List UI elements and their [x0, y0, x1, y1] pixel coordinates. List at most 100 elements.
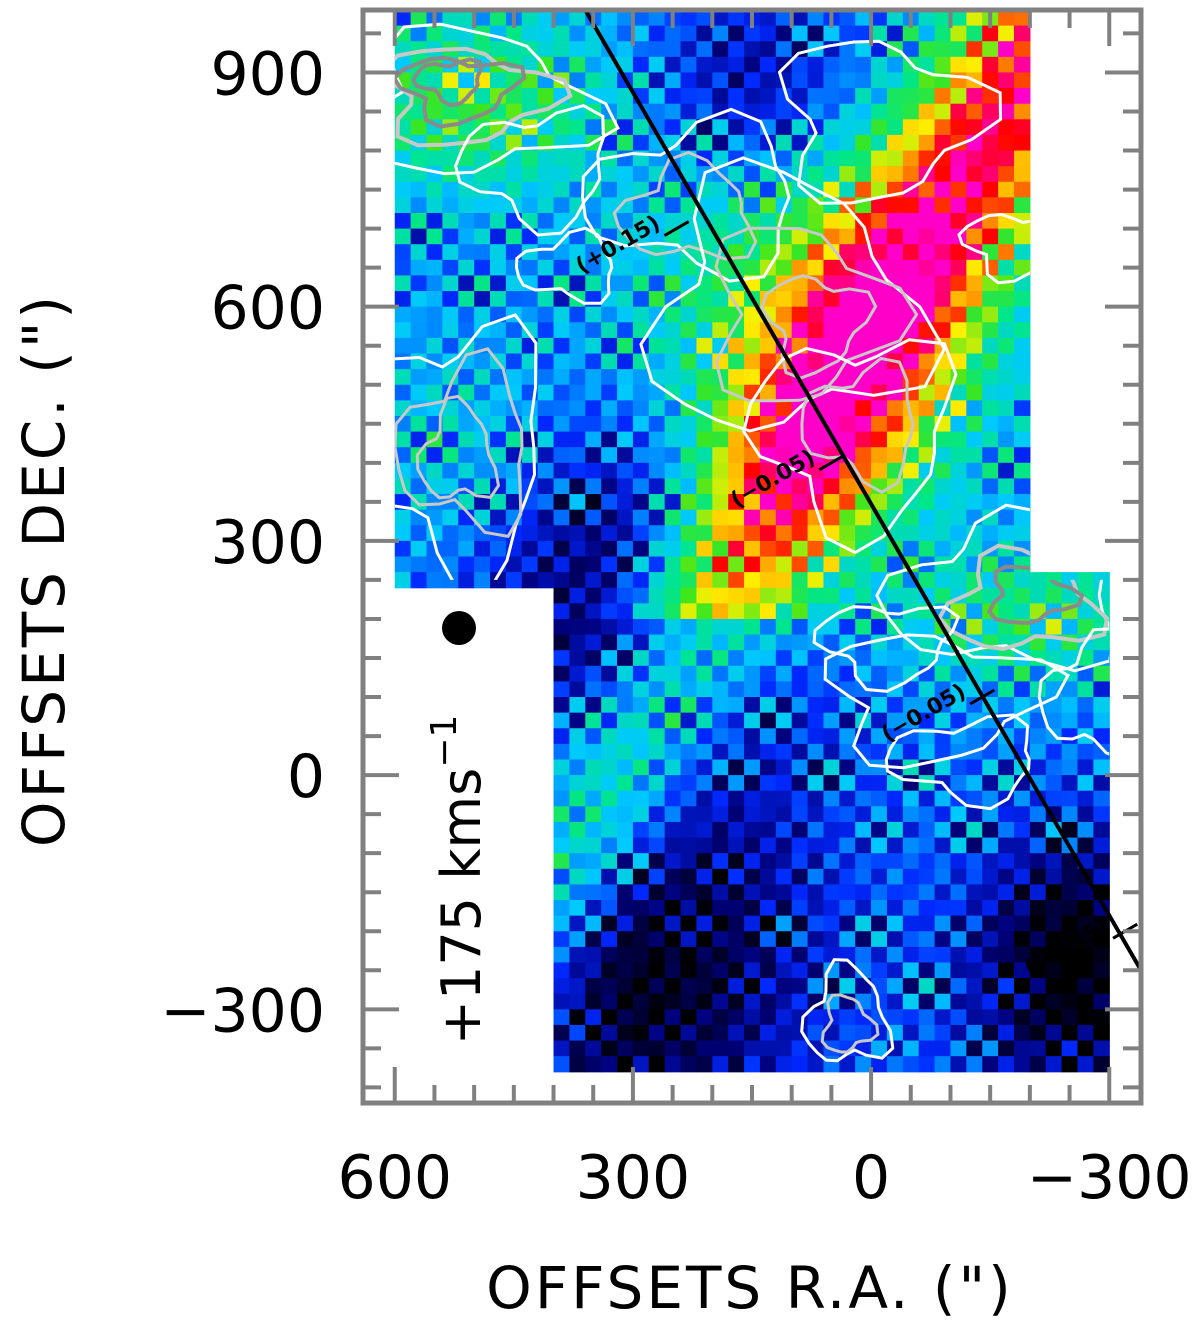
heatmap-cell — [617, 103, 634, 120]
heatmap-cell — [696, 478, 713, 495]
heatmap-cell — [648, 915, 666, 932]
heatmap-cell — [617, 384, 634, 401]
heatmap-cell — [839, 978, 856, 995]
heatmap-cell — [569, 993, 586, 1010]
heatmap-cell — [696, 10, 713, 27]
heatmap-cell — [585, 665, 602, 683]
heatmap-cell — [998, 603, 1015, 620]
heatmap-cell — [569, 1024, 586, 1042]
heatmap-cell — [966, 1024, 983, 1042]
heatmap-cell — [601, 306, 618, 323]
heatmap-cell — [871, 837, 888, 854]
heatmap-cell — [553, 337, 571, 355]
heatmap-cell — [759, 665, 777, 683]
heatmap-cell — [712, 384, 729, 401]
heatmap-cell — [553, 681, 571, 698]
heatmap-cell — [585, 837, 602, 854]
heatmap-cell — [950, 306, 967, 323]
heatmap-cell — [759, 837, 777, 854]
heatmap-cell — [505, 431, 523, 448]
heatmap-cell — [394, 384, 412, 401]
heatmap-cell — [998, 322, 1015, 339]
heatmap-cell — [966, 41, 983, 58]
heatmap-cell — [855, 181, 872, 198]
heatmap-cell — [553, 150, 571, 167]
heatmap-cell — [1077, 697, 1094, 714]
heatmap-cell — [886, 853, 904, 870]
heatmap-cell — [632, 291, 650, 308]
heatmap-cell — [712, 681, 729, 698]
heatmap-cell — [394, 431, 412, 448]
heatmap-cell — [680, 572, 698, 589]
heatmap-cell — [1093, 853, 1110, 870]
heatmap-cell — [664, 415, 682, 433]
heatmap-cell — [966, 478, 983, 495]
heatmap-cell — [966, 759, 983, 776]
heatmap-cell — [648, 1024, 666, 1042]
heatmap-cell — [1077, 1009, 1094, 1026]
heatmap-cell — [680, 712, 698, 729]
heatmap-cell — [902, 478, 920, 495]
heatmap-cell — [807, 166, 825, 183]
heatmap-cell — [744, 25, 761, 42]
heatmap-cell — [664, 431, 682, 448]
heatmap-cell — [1013, 134, 1031, 152]
heatmap-cell — [823, 88, 840, 105]
heatmap-cell — [1013, 915, 1031, 932]
heatmap-cell — [823, 728, 840, 745]
heatmap-cell — [664, 384, 682, 401]
heatmap-cell — [839, 853, 856, 870]
heatmap-cell — [886, 10, 904, 27]
heatmap-cell — [998, 900, 1015, 917]
heatmap-cell — [632, 447, 650, 464]
heatmap-cell — [537, 572, 555, 589]
heatmap-cell — [791, 900, 809, 917]
heatmap-cell — [839, 587, 856, 604]
heatmap-cell — [585, 978, 602, 995]
heatmap-cell — [902, 821, 920, 839]
heatmap-cell — [759, 478, 777, 495]
heatmap-cell — [839, 1056, 856, 1073]
heatmap-cell — [744, 962, 761, 979]
heatmap-cell — [886, 56, 904, 74]
heatmap-cell — [839, 962, 856, 979]
heatmap-cell — [744, 712, 761, 729]
heatmap-cell — [934, 150, 952, 167]
heatmap-cell — [966, 462, 983, 480]
heatmap-cell — [712, 525, 729, 542]
heatmap-cell — [728, 634, 745, 651]
heatmap-cell — [823, 369, 840, 386]
heatmap-cell — [1093, 962, 1110, 979]
heatmap-cell — [966, 915, 983, 932]
heatmap-cell — [871, 790, 888, 807]
heatmap-cell — [982, 400, 999, 417]
heatmap-cell — [1093, 665, 1110, 683]
heatmap-cell — [553, 962, 571, 979]
heatmap-cell — [1093, 1024, 1110, 1042]
heatmap-cell — [807, 681, 825, 698]
heatmap-cell — [648, 884, 666, 901]
heatmap-cell — [1061, 728, 1079, 745]
heatmap-cell — [886, 197, 904, 214]
heatmap-cell — [712, 618, 729, 636]
heatmap-cell — [601, 322, 618, 339]
heatmap-cell — [1013, 119, 1031, 136]
heatmap-cell — [759, 634, 777, 651]
heatmap-cell — [998, 228, 1015, 245]
heatmap-cell — [950, 993, 967, 1010]
heatmap-cell — [807, 775, 825, 792]
heatmap-cell — [918, 806, 936, 823]
heatmap-cell — [569, 10, 586, 27]
heatmap-cell — [569, 56, 586, 74]
heatmap-cell — [886, 837, 904, 854]
heatmap-cell — [775, 1024, 793, 1042]
contour — [639, 156, 947, 433]
heatmap-cell — [791, 665, 809, 683]
heatmap-cell — [569, 1009, 586, 1026]
heatmap-cell — [871, 134, 888, 152]
heatmap-cell — [664, 275, 682, 292]
heatmap-cell — [728, 41, 745, 58]
heatmap-cell — [791, 978, 809, 995]
heatmap-cell — [918, 88, 936, 105]
heatmap-cell — [759, 1056, 777, 1073]
